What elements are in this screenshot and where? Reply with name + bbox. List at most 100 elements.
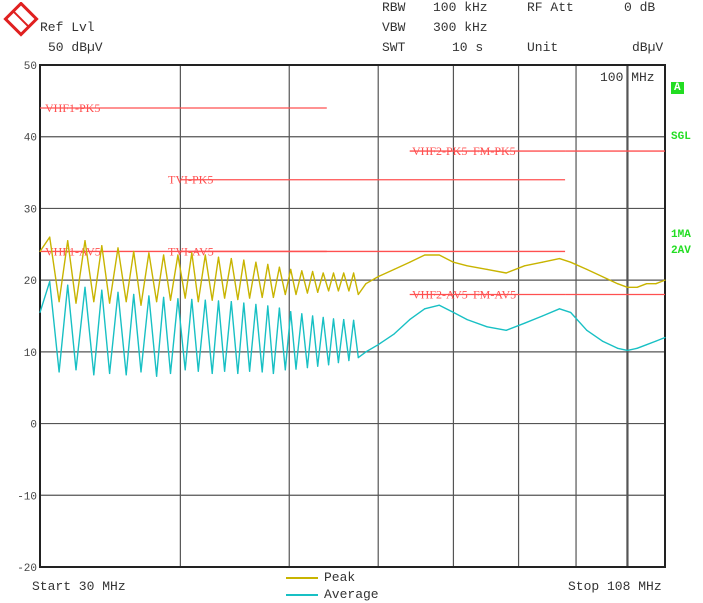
average-point: [569, 311, 572, 314]
average-point: [558, 308, 561, 310]
average-point: [438, 304, 440, 306]
average-point: [486, 326, 488, 328]
rf-att-value: 0 dB: [624, 0, 656, 15]
average-point: [148, 295, 150, 297]
peak-point: [664, 279, 666, 281]
peak-point: [284, 293, 286, 296]
average-point: [295, 368, 297, 370]
peak-point: [505, 272, 507, 274]
peak-point: [393, 268, 395, 270]
unit-label: Unit: [527, 40, 559, 55]
limit-line-label: VHF1-AV5: [45, 244, 101, 258]
average-point: [39, 311, 41, 314]
peak-point: [272, 296, 274, 298]
peak-point: [243, 259, 245, 261]
average-point: [177, 298, 179, 300]
average-point: [75, 369, 77, 371]
ref-level-label: Ref Lvl: [40, 20, 95, 35]
average-point: [645, 344, 648, 346]
peak-point: [311, 270, 314, 273]
average-point: [626, 349, 629, 352]
average-point: [267, 305, 269, 307]
limit-line-label: FM-AV5: [473, 287, 516, 301]
start-frequency: Start 30 MHz: [32, 579, 126, 594]
y-tick-label: 0: [30, 420, 37, 432]
average-point: [117, 291, 119, 293]
peak-point: [337, 290, 340, 292]
peak-point: [332, 272, 335, 274]
marker-frequency-label: 100 MHz: [600, 70, 655, 85]
average-point: [424, 308, 426, 310]
swt-label: SWT: [382, 40, 406, 55]
average-point: [664, 336, 666, 339]
trace1-maxhold-indicator: 1MA: [671, 229, 691, 241]
average-point: [357, 356, 359, 359]
rbw-value: 100 kHz: [433, 0, 488, 15]
peak-point: [49, 236, 51, 238]
peak-point: [117, 247, 119, 249]
peak-point: [322, 272, 324, 274]
average-point: [169, 372, 172, 374]
average-point: [261, 371, 263, 373]
average-point: [125, 374, 127, 376]
average-point: [524, 322, 526, 324]
y-tick-label: 40: [24, 133, 37, 145]
average-point: [452, 311, 455, 314]
average-point: [230, 301, 232, 303]
peak-point: [255, 261, 257, 263]
unit-value: dBµV: [632, 40, 664, 55]
peak-point: [306, 292, 309, 294]
average-point: [348, 359, 350, 362]
peak-point: [466, 265, 468, 267]
vbw-value: 300 kHz: [433, 20, 488, 35]
average-point: [601, 340, 604, 342]
peak-point: [267, 263, 269, 265]
peak-point: [39, 250, 41, 253]
peak-point: [348, 290, 350, 292]
trace-a-indicator: A: [671, 82, 684, 94]
average-point: [184, 369, 186, 371]
peak-point: [290, 268, 292, 270]
peak-point: [365, 283, 367, 285]
legend-average-swatch: [286, 593, 318, 596]
legend-peak-label: Peak: [324, 570, 356, 585]
average-point: [306, 367, 309, 369]
peak-point: [230, 258, 232, 260]
peak-point: [58, 301, 60, 303]
legend-average-label: Average: [324, 587, 379, 602]
y-tick-label: 10: [24, 348, 37, 360]
legend-peak: Peak: [286, 570, 355, 585]
average-point: [217, 300, 220, 302]
y-tick-label: 20: [24, 276, 37, 288]
average-point: [332, 318, 335, 320]
peak-point: [586, 268, 588, 270]
average-point: [365, 351, 367, 353]
peak-point: [75, 302, 77, 304]
average-point: [655, 340, 657, 342]
plot-frame: [39, 64, 666, 568]
peak-point: [301, 270, 303, 272]
peak-point: [163, 254, 165, 256]
peak-point: [357, 293, 359, 296]
peak-point: [278, 266, 280, 268]
average-point: [393, 333, 395, 335]
peak-point: [109, 302, 111, 304]
average-point: [290, 311, 292, 313]
average-point: [311, 315, 314, 317]
y-tick-label: 30: [24, 204, 37, 216]
average-point: [249, 370, 251, 372]
peak-point: [148, 252, 150, 254]
peak-point: [224, 297, 226, 299]
peak-point: [343, 272, 345, 274]
average-point: [301, 313, 303, 315]
limit-line-label: VHF2-AV5: [412, 287, 468, 301]
average-point: [204, 299, 206, 301]
peak-point: [569, 261, 572, 263]
average-point: [58, 371, 60, 373]
peak-point: [101, 245, 103, 247]
peak-point: [211, 299, 213, 301]
average-point: [322, 316, 324, 319]
peak-point: [156, 301, 158, 303]
average-point: [541, 315, 543, 317]
